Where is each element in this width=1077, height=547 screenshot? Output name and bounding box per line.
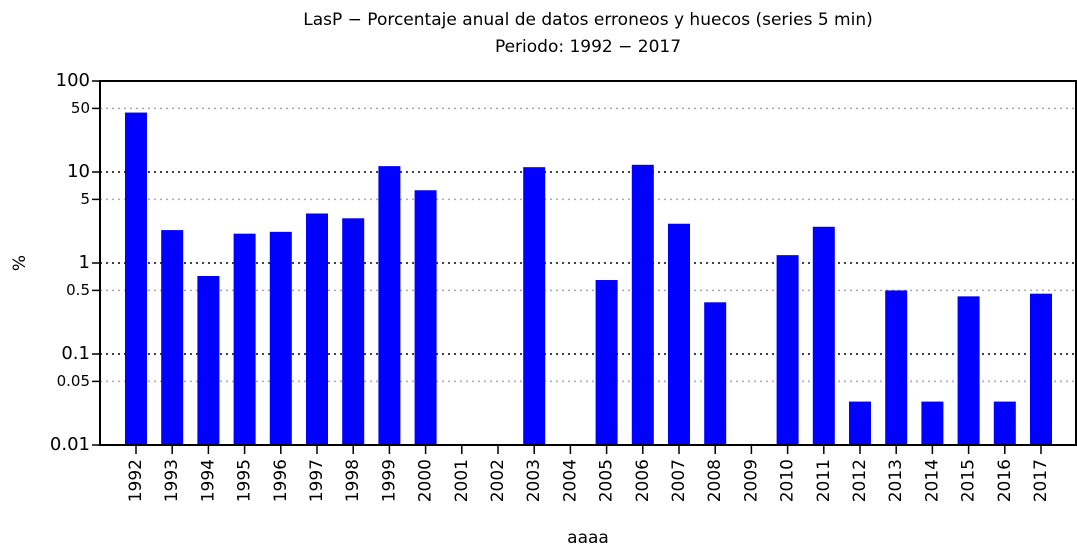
x-tick-label: 2002 (488, 459, 508, 502)
plot-frame (99, 80, 1077, 446)
bar (306, 213, 328, 445)
x-tick-label: 2016 (995, 459, 1015, 502)
x-tick-label: 2000 (416, 459, 436, 502)
bar (125, 112, 147, 445)
bar (523, 167, 546, 445)
y-tick-label: 1 (79, 252, 90, 273)
x-tick-label: 1998 (343, 459, 363, 502)
x-tick-label: 2004 (560, 459, 580, 502)
x-tick-label: 1996 (271, 459, 291, 502)
x-tick-label: 2009 (741, 459, 761, 502)
bar (957, 296, 980, 445)
x-axis-label: aaaa (567, 528, 609, 547)
y-tick-label: 0.1 (61, 343, 90, 364)
bar (776, 255, 799, 445)
bar (197, 275, 220, 445)
bar (921, 401, 944, 445)
y-tick-label: 100 (56, 70, 90, 91)
x-tick-label: 2006 (633, 459, 653, 502)
x-tick-label: 1994 (198, 459, 218, 502)
x-tick-label: 1997 (307, 459, 327, 502)
x-tick-label: 1992 (126, 459, 146, 502)
x-tick-label: 1995 (235, 459, 255, 502)
bar (414, 190, 437, 445)
bar (993, 401, 1016, 445)
x-tick-label: 2010 (778, 459, 798, 502)
y-axis-label: % (10, 255, 30, 271)
x-tick-label: 2001 (452, 459, 472, 502)
bar (161, 230, 184, 445)
x-tick-label: 2013 (886, 459, 906, 502)
bar (812, 226, 835, 445)
x-tick-label: 2003 (524, 459, 544, 502)
bar (668, 223, 690, 445)
bar (1030, 293, 1052, 445)
bar (631, 164, 654, 446)
x-tick-label: 2011 (814, 459, 834, 502)
y-tick-label: 10 (67, 161, 90, 182)
bar (595, 280, 618, 445)
bar (849, 401, 871, 445)
y-tick-label: 5 (80, 190, 90, 208)
x-tick-label: 1993 (162, 459, 182, 502)
bar (378, 166, 401, 445)
x-tick-label: 2014 (922, 459, 942, 502)
y-tick-label: 50 (71, 99, 90, 117)
bar (885, 290, 908, 445)
bar (342, 218, 365, 445)
x-tick-label: 1999 (379, 459, 399, 502)
x-tick-label: 2017 (1031, 459, 1051, 502)
x-tick-label: 2012 (850, 459, 870, 502)
x-tick-label: 2005 (597, 459, 617, 502)
bar (233, 233, 256, 445)
y-tick-label: 0.01 (50, 434, 90, 455)
bar (269, 231, 292, 445)
chart-title: LasP − Porcentaje anual de datos erroneo… (303, 10, 873, 30)
x-tick-label: 2007 (669, 459, 689, 502)
bar (704, 302, 727, 445)
x-tick-label: 2008 (705, 459, 725, 502)
y-tick-label: 0.05 (57, 372, 90, 390)
x-tick-label: 2015 (959, 459, 979, 502)
y-tick-label: 0.5 (66, 281, 90, 299)
chart-subtitle: Periodo: 1992 − 2017 (495, 37, 681, 57)
